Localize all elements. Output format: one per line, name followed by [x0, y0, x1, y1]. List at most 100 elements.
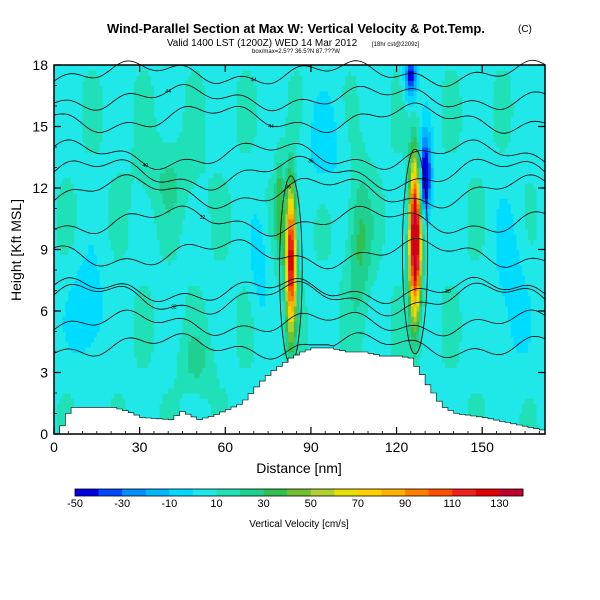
heatmap-cell	[122, 387, 126, 394]
heatmap-cell	[91, 208, 95, 215]
heatmap-cell	[228, 141, 232, 148]
heatmap-cell	[211, 285, 215, 292]
heatmap-cell	[96, 157, 101, 163]
heatmap-cell	[65, 244, 69, 251]
heatmap-cell	[56, 213, 61, 220]
heatmap-cell	[199, 65, 204, 71]
heatmap-cell	[245, 357, 249, 363]
heatmap-cell	[219, 65, 224, 71]
heatmap-cell	[162, 177, 166, 184]
heatmap-cell	[59, 403, 64, 409]
heatmap-cell	[99, 326, 104, 333]
heatmap-cell	[230, 95, 235, 102]
heatmap-cell	[162, 193, 166, 199]
heatmap-cell	[82, 275, 86, 281]
heatmap-cell	[219, 213, 224, 220]
heatmap-cell	[145, 111, 149, 117]
heatmap-cell	[125, 126, 129, 133]
heatmap-cell	[176, 70, 181, 76]
heatmap-cell	[171, 295, 175, 302]
heatmap-cell	[228, 346, 232, 353]
heatmap-cell	[202, 106, 206, 112]
heatmap-cell	[111, 362, 115, 368]
heatmap-cell	[188, 275, 192, 281]
heatmap-cell	[142, 305, 146, 312]
heatmap-cell	[76, 234, 81, 240]
heatmap-cell	[176, 285, 181, 292]
heatmap-cell	[119, 321, 124, 327]
heatmap-cell	[213, 311, 218, 317]
heatmap-cell	[222, 75, 226, 81]
heatmap-cell	[56, 331, 61, 338]
heatmap-cell	[199, 162, 204, 169]
heatmap-cell	[125, 377, 129, 384]
heatmap-cell	[91, 182, 95, 189]
heatmap-cell	[73, 116, 78, 122]
heatmap-cell	[136, 326, 141, 333]
heatmap-cell	[111, 336, 115, 343]
heatmap-cell	[133, 398, 138, 404]
heatmap-cell	[91, 65, 95, 71]
heatmap-cell	[76, 85, 81, 92]
heatmap-cell	[236, 398, 241, 404]
heatmap-cell	[111, 264, 115, 271]
heatmap-cell	[233, 352, 238, 358]
heatmap-cell	[56, 300, 61, 307]
heatmap-cell	[85, 398, 89, 404]
heatmap-cell	[168, 398, 172, 404]
heatmap-cell	[225, 90, 229, 97]
heatmap-cell	[222, 305, 226, 312]
heatmap-cell	[199, 352, 204, 358]
heatmap-cell	[128, 167, 132, 174]
heatmap-cell	[153, 311, 158, 317]
heatmap-cell	[119, 382, 124, 389]
heatmap-cell	[202, 141, 206, 148]
heatmap-cell	[153, 136, 158, 143]
heatmap-cell	[191, 300, 195, 307]
heatmap-cell	[159, 177, 164, 184]
heatmap-cell	[191, 131, 195, 138]
heatmap-cell	[82, 321, 86, 327]
heatmap-cell	[99, 316, 104, 322]
heatmap-cell	[68, 280, 72, 286]
heatmap-cell	[245, 208, 249, 215]
heatmap-cell	[93, 311, 98, 317]
heatmap-cell	[191, 331, 195, 338]
heatmap-cell	[99, 305, 104, 312]
heatmap-cell	[245, 218, 249, 225]
heatmap-cell	[245, 393, 249, 399]
heatmap-cell	[211, 193, 215, 199]
heatmap-cell	[73, 280, 78, 286]
heatmap-cell	[82, 372, 86, 379]
heatmap-cell	[191, 239, 195, 245]
heatmap-cell	[56, 172, 61, 179]
heatmap-cell	[122, 100, 126, 107]
heatmap-cell	[179, 213, 184, 220]
heatmap-cell	[225, 270, 229, 276]
heatmap-cell	[176, 177, 181, 184]
heatmap-cell	[165, 157, 169, 163]
heatmap-cell	[176, 234, 181, 240]
heatmap-cell	[142, 387, 146, 394]
heatmap-cell	[119, 398, 124, 404]
heatmap-cell	[159, 259, 164, 266]
heatmap-cell	[225, 316, 229, 322]
heatmap-cell	[73, 162, 78, 169]
heatmap-cell	[199, 116, 204, 122]
heatmap-cell	[162, 167, 166, 174]
heatmap-cell	[142, 157, 146, 163]
heatmap-cell	[219, 111, 224, 117]
heatmap-cell	[71, 188, 75, 194]
heatmap-cell	[99, 70, 104, 76]
heatmap-cell	[205, 95, 209, 102]
heatmap-cell	[193, 311, 198, 317]
heatmap-cell	[182, 188, 186, 194]
heatmap-cell	[122, 172, 126, 179]
heatmap-cell	[233, 70, 238, 76]
heatmap-cell	[153, 116, 158, 122]
heatmap-cell	[102, 336, 106, 343]
heatmap-cell	[230, 208, 235, 215]
heatmap-cell	[148, 182, 152, 189]
heatmap-cell	[133, 157, 138, 163]
heatmap-cell	[88, 218, 92, 225]
